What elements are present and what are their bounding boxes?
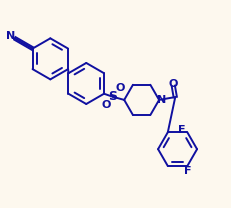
Text: O: O xyxy=(101,100,110,110)
Text: F: F xyxy=(178,125,185,135)
Text: N: N xyxy=(156,95,165,105)
Text: N: N xyxy=(6,31,15,41)
Text: O: O xyxy=(168,79,177,89)
Text: F: F xyxy=(183,166,190,176)
Text: O: O xyxy=(115,83,124,93)
Text: S: S xyxy=(108,90,117,103)
